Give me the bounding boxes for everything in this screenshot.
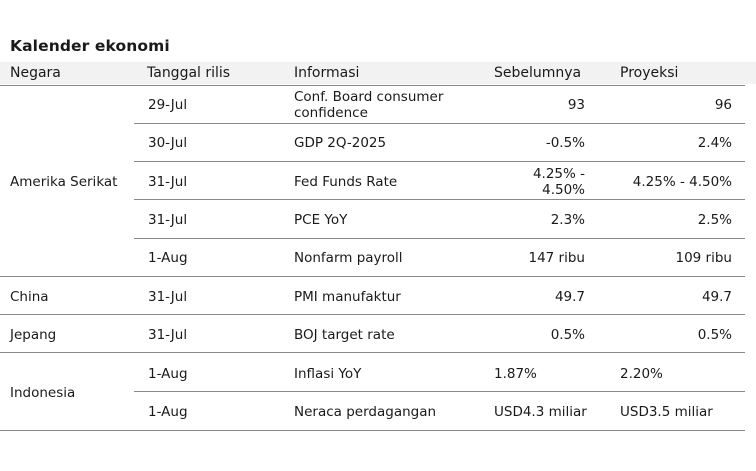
country-china: China — [10, 289, 49, 305]
row-info: Neraca perdagangan — [294, 404, 437, 420]
row-divider — [134, 161, 745, 162]
row-prev: USD4.3 miliar — [494, 404, 587, 420]
row-info: Fed Funds Rate — [294, 174, 398, 190]
section-divider — [0, 276, 745, 277]
row-date: 30-Jul — [148, 135, 188, 151]
row-proj: USD3.5 miliar — [620, 404, 713, 420]
row-proj: 2.4% — [697, 135, 732, 151]
row-info: Nonfarm payroll — [294, 250, 403, 266]
row-date: 29-Jul — [148, 97, 188, 113]
row-proj: 109 ribu — [675, 250, 733, 266]
row-divider — [134, 391, 745, 392]
row-date: 31-Jul — [148, 289, 188, 305]
country-amerika-serikat: Amerika Serikat — [10, 174, 118, 190]
table-bottom-divider — [0, 430, 745, 431]
row-prev: 0.5% — [550, 327, 585, 343]
row-prev: 1.87% — [494, 366, 537, 382]
column-header-sebelumnya: Sebelumnya — [494, 65, 582, 81]
row-proj: 96 — [714, 97, 732, 113]
row-date: 31-Jul — [148, 174, 188, 190]
row-prev: 49.7 — [554, 289, 585, 305]
row-proj: 4.25% - 4.50% — [632, 174, 732, 190]
section-divider — [0, 352, 745, 353]
row-prev: 147 ribu — [528, 250, 586, 266]
country-jepang: Jepang — [10, 327, 57, 343]
row-proj: 0.5% — [697, 327, 732, 343]
row-info: Inflasi YoY — [294, 366, 362, 382]
table-header-right: Tanggal rilis Informasi Sebelumnya Proye… — [134, 62, 756, 84]
row-date: 1-Aug — [148, 404, 188, 420]
header-divider — [0, 85, 745, 86]
row-prev: 4.25% - 4.50% — [532, 166, 585, 198]
row-proj: 49.7 — [701, 289, 732, 305]
row-divider — [134, 123, 745, 124]
column-header-tanggal: Tanggal rilis — [147, 65, 231, 81]
column-header-proyeksi: Proyeksi — [620, 65, 679, 81]
row-prev: -0.5% — [545, 135, 585, 151]
row-date: 1-Aug — [148, 366, 188, 382]
row-info: GDP 2Q-2025 — [294, 135, 387, 151]
row-info: PCE YoY — [294, 212, 348, 228]
column-header-informasi: Informasi — [294, 65, 360, 81]
row-date: 1-Aug — [148, 250, 188, 266]
row-info: PMI manufaktur — [294, 289, 401, 305]
row-divider — [134, 199, 745, 200]
row-proj: 2.20% — [620, 366, 663, 382]
row-prev: 93 — [567, 97, 585, 113]
row-divider — [134, 238, 745, 239]
row-info: BOJ target rate — [294, 327, 395, 343]
row-proj: 2.5% — [697, 212, 732, 228]
country-indonesia: Indonesia — [10, 385, 76, 401]
column-header-negara: Negara — [10, 65, 61, 81]
section-divider — [0, 314, 745, 315]
row-date: 31-Jul — [148, 327, 188, 343]
table-title: Kalender ekonomi — [10, 37, 170, 55]
row-info: Conf. Board consumer confidence — [294, 89, 444, 121]
table-header: Negara — [0, 62, 756, 84]
row-date: 31-Jul — [148, 212, 188, 228]
row-prev: 2.3% — [550, 212, 585, 228]
